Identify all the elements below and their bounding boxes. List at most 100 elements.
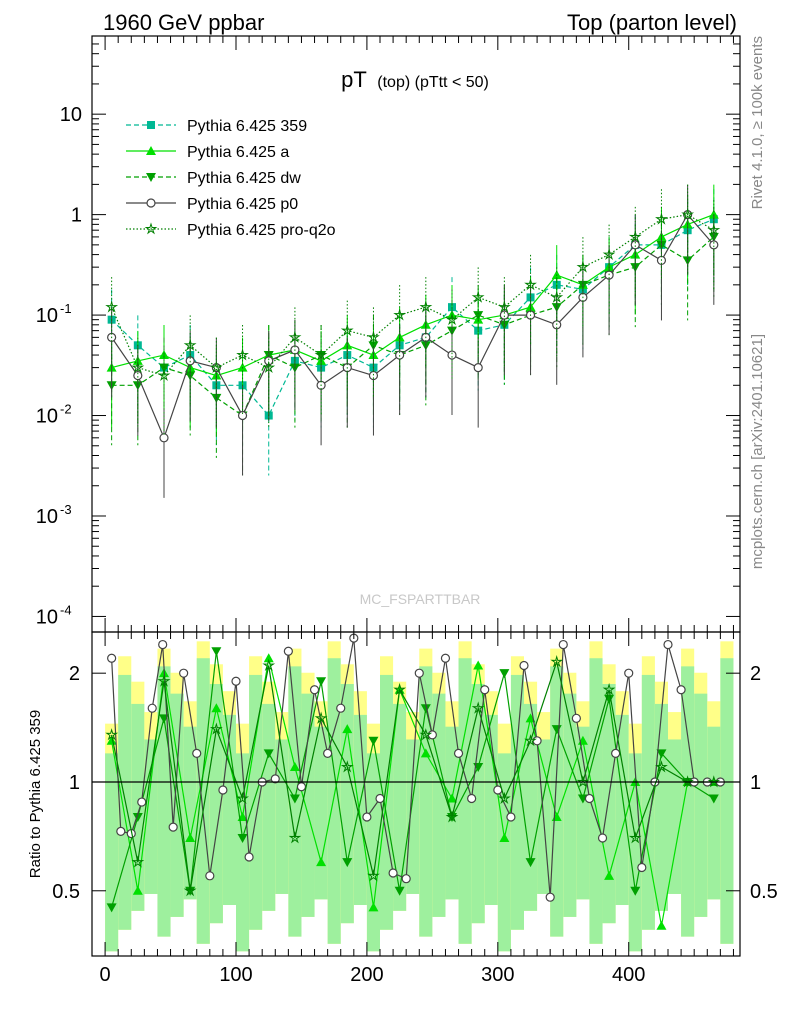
main-data-point [497, 300, 511, 313]
ratio-data-point [655, 760, 668, 773]
ratio-band-green [654, 703, 668, 911]
ratio-data-point [205, 871, 215, 881]
main-data-point [602, 247, 616, 261]
ratio-band-green [694, 693, 708, 917]
ratio-band-green [707, 726, 721, 900]
ratio-data-point [263, 653, 274, 663]
main-data-point [183, 338, 197, 351]
main-series-line [111, 218, 715, 417]
main-ytick-label: 10 [36, 406, 58, 428]
main-data-point [288, 330, 302, 343]
legend-entry: Pythia 6.425 359 [126, 118, 307, 135]
plot-title-main: pT [341, 67, 367, 92]
main-data-point [445, 313, 459, 326]
ratio-data-point [183, 884, 197, 897]
ratio-band-green [340, 684, 354, 924]
ratio-data-point [602, 682, 616, 696]
ratio-data-point [499, 832, 510, 842]
ratio-data-point [663, 639, 673, 650]
ratio-band-green [602, 684, 616, 924]
main-data-point [473, 363, 483, 373]
legend-label: Pythia 6.425 a [187, 144, 289, 161]
ratio-data-point [131, 855, 145, 868]
ratio-data-point [519, 660, 529, 671]
main-ytick-label: 10 [36, 305, 58, 327]
ratio-data-point [420, 748, 431, 758]
ratio-data-point [676, 685, 686, 695]
ratio-band-green [353, 714, 367, 906]
main-data-point [264, 356, 274, 366]
ratio-data-point [467, 793, 477, 804]
ratio-data-point [342, 724, 353, 734]
ratio-band-green [720, 658, 734, 944]
ratio-data-point [656, 749, 667, 759]
ratio-band-green [327, 658, 341, 944]
ratio-data-point [336, 703, 346, 713]
main-data-point [471, 290, 485, 303]
main-data-point [499, 310, 509, 320]
ratio-data-point [105, 728, 119, 741]
ratio-data-point [157, 674, 171, 687]
ratio-ytick-label-right: 2 [750, 663, 761, 685]
main-ytick-label: 10 [60, 104, 82, 126]
ratio-band-green [393, 703, 407, 911]
ratio-data-point [209, 722, 223, 735]
ratio-data-point [340, 760, 354, 773]
ratio-data-point [106, 735, 117, 745]
ratio-ytick-label-right: 1 [750, 772, 761, 794]
main-series-4 [105, 184, 721, 436]
ratio-data-point [419, 728, 433, 741]
ratio-data-point [414, 668, 424, 678]
ratio-data-point [342, 858, 353, 868]
legend-marker [147, 121, 155, 129]
xtick-label: 200 [350, 964, 383, 986]
main-data-point [340, 323, 354, 337]
ratio-data-point [158, 639, 168, 650]
ratio-data-point [137, 797, 147, 807]
mcplots-label: mcplots.cern.ch [arXiv:2401.10621] [749, 334, 766, 569]
ratio-data-point [367, 869, 380, 882]
main-data-point [314, 348, 328, 361]
ratio-data-point [296, 782, 307, 792]
ratio-data-point [630, 886, 641, 896]
ratio-band-green [209, 684, 223, 924]
ratio-band-green [366, 753, 380, 952]
ratio-data-point [106, 903, 117, 913]
ratio-band-green [118, 674, 132, 930]
main-data-point [237, 410, 248, 421]
legend-marker [146, 173, 156, 182]
ratio-data-point [624, 668, 634, 678]
main-data-point [131, 360, 145, 374]
legend-entry: Pythia 6.425 a [126, 144, 289, 161]
ratio-data-point [497, 791, 511, 805]
main-data-point [367, 330, 380, 343]
main-data-point [419, 300, 433, 313]
ratio-band-green [550, 666, 564, 937]
main-ytick-label: 10 [36, 506, 58, 528]
legend-entry: Pythia 6.425 pro-q2o [126, 222, 336, 239]
ratio-ytick-label: 1 [69, 772, 80, 794]
ratio-data-point [179, 668, 189, 678]
main-ytick-label: 1 [71, 205, 82, 227]
main-data-point [262, 360, 276, 374]
ratio-data-point [231, 676, 241, 686]
ratio-band-green [471, 684, 485, 924]
main-data-point [709, 240, 719, 250]
legend-marker [146, 146, 156, 155]
plot-title-paren: (top) (pTtt < 50) [377, 74, 489, 91]
ratio-data-point [244, 852, 254, 862]
ratio-data-point [270, 774, 280, 784]
ratio-data-point [368, 736, 379, 746]
ratio-data-point [168, 822, 178, 832]
ratio-data-point [524, 734, 537, 747]
ratio-data-point [611, 748, 621, 758]
ratio-band-green [236, 753, 250, 952]
legend-entry: Pythia 6.425 p0 [126, 196, 298, 213]
ratio-data-point [309, 685, 320, 695]
ratio-band-green [249, 674, 263, 930]
xtick-label: 300 [481, 964, 514, 986]
ratio-series-3 [105, 655, 721, 897]
ratio-ytick-label-right: 0.5 [750, 881, 778, 903]
ratio-data-point [316, 677, 327, 687]
ratio-data-point [132, 885, 143, 895]
